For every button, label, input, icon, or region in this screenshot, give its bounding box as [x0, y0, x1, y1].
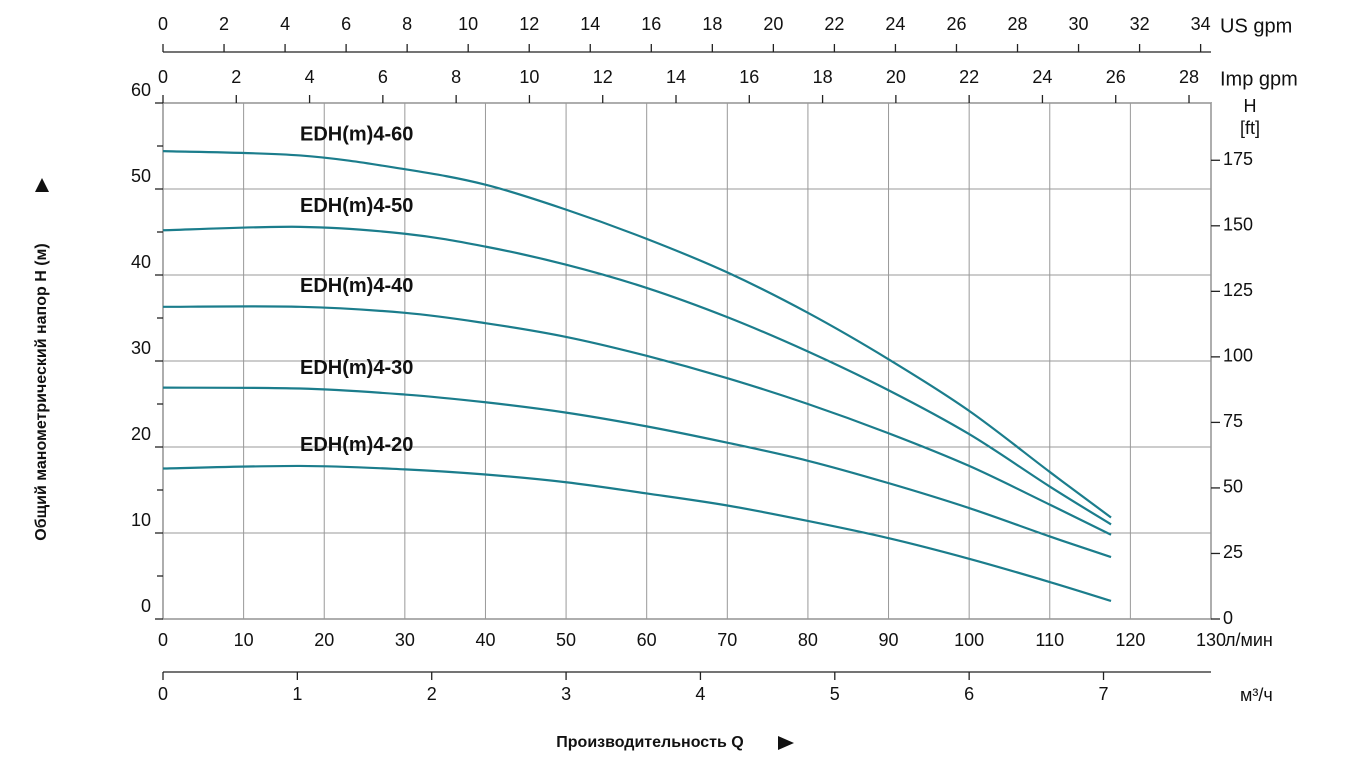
y-tick-label: 50 — [131, 166, 151, 186]
top-tick-label: 28 — [1007, 14, 1027, 34]
top-tick-label: 0 — [158, 14, 168, 34]
series-label: EDH(m)4-40 — [300, 275, 413, 297]
top-tick-label: 6 — [341, 14, 351, 34]
x-tick-label: 10 — [234, 630, 254, 650]
top-tick-label: 8 — [402, 14, 412, 34]
y2-axis-label: [ft] — [1240, 118, 1260, 138]
top-tick-label: 12 — [593, 67, 613, 87]
x-tick-label: 50 — [556, 630, 576, 650]
x-unit: л/мин — [1225, 630, 1273, 650]
bottom-axis-unit: м³/ч — [1240, 685, 1273, 705]
curve — [162, 150, 1112, 519]
top-tick-label: 26 — [1106, 67, 1126, 87]
bottom-tick-label: 6 — [964, 684, 974, 704]
top-tick-label: 8 — [451, 67, 461, 87]
bottom-tick-label: 4 — [695, 684, 705, 704]
y-axis-arrow — [35, 178, 49, 192]
top-axis-unit: Imp gpm — [1220, 68, 1298, 90]
bottom-tick-label: 3 — [561, 684, 571, 704]
x-tick-label: 40 — [475, 630, 495, 650]
top-tick-label: 16 — [739, 67, 759, 87]
top-tick-label: 24 — [885, 14, 905, 34]
series-label: EDH(m)4-60 — [300, 124, 413, 146]
top-tick-label: 10 — [458, 14, 478, 34]
top-tick-label: 6 — [378, 67, 388, 87]
top-tick-label: 20 — [763, 14, 783, 34]
x-tick-label: 30 — [395, 630, 415, 650]
curve — [162, 464, 1112, 602]
x-tick-label: 110 — [1035, 630, 1064, 650]
top-tick-label: 10 — [519, 67, 539, 87]
x-tick-label: 20 — [314, 630, 334, 650]
y-tick-label: 20 — [131, 424, 151, 444]
top-tick-label: 32 — [1130, 14, 1150, 34]
top-tick-label: 22 — [824, 14, 844, 34]
top-tick-label: 18 — [702, 14, 722, 34]
x-tick-label: 120 — [1115, 630, 1145, 650]
top-tick-label: 12 — [519, 14, 539, 34]
y-tick-label: 0 — [141, 596, 151, 616]
top-tick-label: 16 — [641, 14, 661, 34]
x-axis-label: Производительность Q — [556, 734, 743, 751]
top-tick-label: 22 — [959, 67, 979, 87]
top-tick-label: 14 — [580, 14, 600, 34]
y-tick-label: 30 — [131, 338, 151, 358]
x-tick-label: 70 — [717, 630, 737, 650]
y2-tick-label: 150 — [1223, 215, 1253, 235]
top-tick-label: 2 — [219, 14, 229, 34]
y2-tick-label: 0 — [1223, 608, 1233, 628]
top-tick-label: 26 — [946, 14, 966, 34]
curve — [162, 305, 1112, 536]
x-tick-label: 90 — [879, 630, 899, 650]
top-tick-label: 0 — [158, 67, 168, 87]
curve — [162, 225, 1112, 526]
x-axis-arrow — [778, 736, 794, 750]
bottom-tick-label: 7 — [1099, 684, 1109, 704]
y-tick-label: 40 — [131, 252, 151, 272]
curve — [162, 386, 1112, 559]
y2-tick-label: 175 — [1223, 149, 1253, 169]
top-tick-label: 20 — [886, 67, 906, 87]
y2-tick-label: 50 — [1223, 477, 1243, 497]
top-tick-label: 4 — [305, 67, 315, 87]
bottom-tick-label: 5 — [830, 684, 840, 704]
x-tick-label: 80 — [798, 630, 818, 650]
y2-tick-label: 125 — [1223, 280, 1253, 300]
top-tick-label: 18 — [813, 67, 833, 87]
series-label: EDH(m)4-20 — [300, 434, 413, 456]
top-tick-label: 30 — [1069, 14, 1089, 34]
top-tick-label: 14 — [666, 67, 686, 87]
y2-tick-label: 100 — [1223, 346, 1253, 366]
y-tick-label: 60 — [131, 80, 151, 100]
x-tick-label: 130 — [1196, 630, 1226, 650]
bottom-tick-label: 0 — [158, 684, 168, 704]
y2-tick-label: 25 — [1223, 542, 1243, 562]
bottom-tick-label: 1 — [292, 684, 302, 704]
top-tick-label: 2 — [231, 67, 241, 87]
top-tick-label: 24 — [1032, 67, 1052, 87]
x-tick-label: 100 — [954, 630, 984, 650]
bottom-tick-label: 2 — [427, 684, 437, 704]
y2-tick-label: 75 — [1223, 411, 1243, 431]
top-tick-label: 28 — [1179, 67, 1199, 87]
top-tick-label: 4 — [280, 14, 290, 34]
y-tick-label: 10 — [131, 510, 151, 530]
x-tick-label: 0 — [158, 630, 168, 650]
series-label: EDH(m)4-30 — [300, 357, 413, 379]
series-label: EDH(m)4-50 — [300, 195, 413, 217]
y2-axis-label: H — [1244, 96, 1257, 116]
top-axis-unit: US gpm — [1220, 15, 1292, 37]
y-axis-label: Общий манометрический напор H (м) — [33, 243, 50, 540]
top-tick-label: 34 — [1191, 14, 1211, 34]
x-tick-label: 60 — [637, 630, 657, 650]
